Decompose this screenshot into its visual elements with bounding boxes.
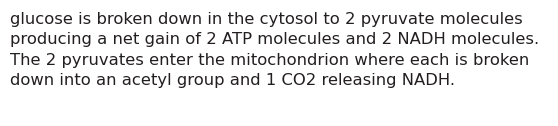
Text: glucose is broken down in the cytosol to 2 pyruvate molecules
producing a net ga: glucose is broken down in the cytosol to…: [10, 12, 539, 88]
